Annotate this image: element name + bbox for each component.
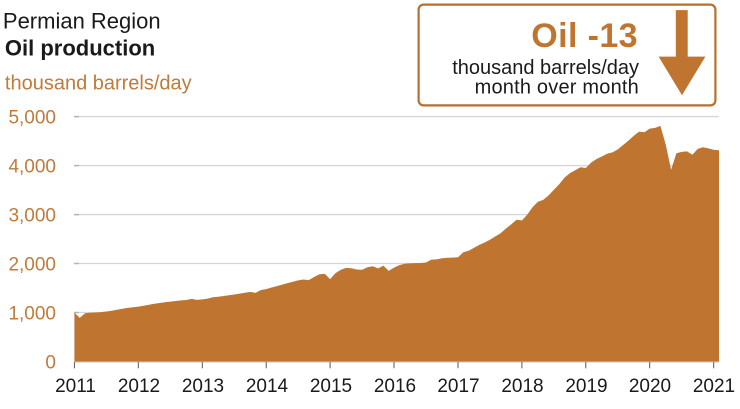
svg-text:2020: 2020 [629,376,671,397]
svg-text:2,000: 2,000 [8,255,56,276]
svg-text:2016: 2016 [374,376,416,397]
svg-text:2019: 2019 [565,376,607,397]
svg-text:3,000: 3,000 [8,206,56,227]
svg-text:2013: 2013 [182,376,224,397]
svg-text:2012: 2012 [118,376,160,397]
svg-text:2015: 2015 [310,376,352,397]
svg-text:4,000: 4,000 [8,157,56,178]
svg-text:1,000: 1,000 [8,304,56,325]
svg-text:thousand barrels/day: thousand barrels/day [5,73,192,95]
svg-text:2021: 2021 [693,376,735,397]
svg-text:Oil -13: Oil -13 [531,17,638,55]
svg-text:Oil production: Oil production [5,35,155,60]
svg-text:0: 0 [45,353,56,374]
svg-text:2018: 2018 [501,376,543,397]
svg-text:month over month: month over month [475,76,639,98]
svg-text:5,000: 5,000 [8,108,56,129]
svg-text:Permian Region: Permian Region [3,9,161,34]
svg-text:2014: 2014 [246,376,289,397]
svg-text:2017: 2017 [437,376,479,397]
svg-text:thousand barrels/day: thousand barrels/day [452,57,639,79]
svg-text:2011: 2011 [55,376,96,397]
